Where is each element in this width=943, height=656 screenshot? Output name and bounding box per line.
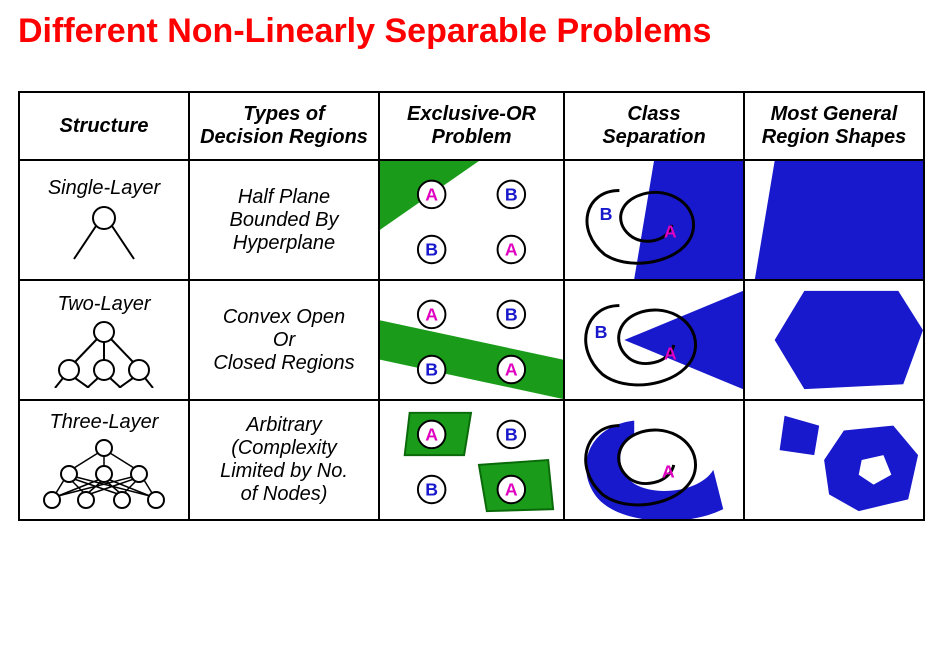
net-two-icon [49,320,159,388]
svg-text:B: B [505,304,518,324]
svg-text:A: A [425,184,438,204]
xor-three-labels: A B B A [380,401,563,519]
row-three: Three-Layer Arbitrary (Complexity Limite… [19,400,924,520]
cell-decision-three: Arbitrary (Complexity Limited by No. of … [189,400,379,520]
cell-shape-single [744,160,924,280]
xor-single-labels: A B B A [380,161,563,279]
cell-xor-single: A B B A [379,160,564,280]
comparison-table-wrap: Structure Types of Decision Regions Excl… [0,51,943,521]
row-two: Two-Layer Convex Open Or Closed Regions [19,280,924,400]
cell-structure-single: Single-Layer [19,160,189,280]
svg-text:A: A [662,462,675,482]
svg-text:A: A [664,222,677,242]
svg-text:B: B [425,479,438,499]
label-single: Single-Layer [24,177,184,200]
label-two: Two-Layer [24,293,184,316]
row-single: Single-Layer Half Plane Bounded By Hyper… [19,160,924,280]
svg-text:B: B [600,204,613,224]
cell-xor-two: A B B A [379,280,564,400]
net-three-icon [34,438,174,510]
hdr-classsep: Class Separation [564,92,744,160]
shape-two-diagram [745,281,923,399]
svg-text:B: B [595,439,608,459]
cell-sep-single: B A [564,160,744,280]
cell-shape-three [744,400,924,520]
cell-shape-two [744,280,924,400]
cell-decision-two: Convex Open Or Closed Regions [189,280,379,400]
svg-text:B: B [425,239,438,259]
shape-three-diagram [745,401,923,519]
svg-text:B: B [505,184,518,204]
svg-text:A: A [505,359,518,379]
svg-text:A: A [505,479,518,499]
sep-three-diagram: B A [565,401,743,519]
label-three: Three-Layer [24,411,184,434]
comparison-table: Structure Types of Decision Regions Excl… [18,91,925,521]
hdr-xor: Exclusive-OR Problem [379,92,564,160]
net-single-icon [59,204,149,264]
svg-text:A: A [505,239,518,259]
hdr-decision: Types of Decision Regions [189,92,379,160]
hdr-general: Most General Region Shapes [744,92,924,160]
cell-sep-two: B A [564,280,744,400]
svg-text:A: A [664,344,677,364]
cell-decision-single: Half Plane Bounded By Hyperplane [189,160,379,280]
svg-text:B: B [505,424,518,444]
sep-single-diagram: B A [565,161,743,279]
svg-text:B: B [425,359,438,379]
hdr-structure: Structure [19,92,189,160]
sep-two-diagram: B A [565,281,743,399]
header-row: Structure Types of Decision Regions Excl… [19,92,924,160]
page-title: Different Non-Linearly Separable Problem… [0,0,943,51]
cell-structure-two: Two-Layer [19,280,189,400]
xor-two-labels: A B B A [380,281,563,399]
cell-structure-three: Three-Layer [19,400,189,520]
svg-text:B: B [595,322,608,342]
svg-text:A: A [425,424,438,444]
cell-sep-three: B A [564,400,744,520]
svg-text:A: A [425,304,438,324]
cell-xor-three: A B B A [379,400,564,520]
shape-single-diagram [745,161,923,279]
